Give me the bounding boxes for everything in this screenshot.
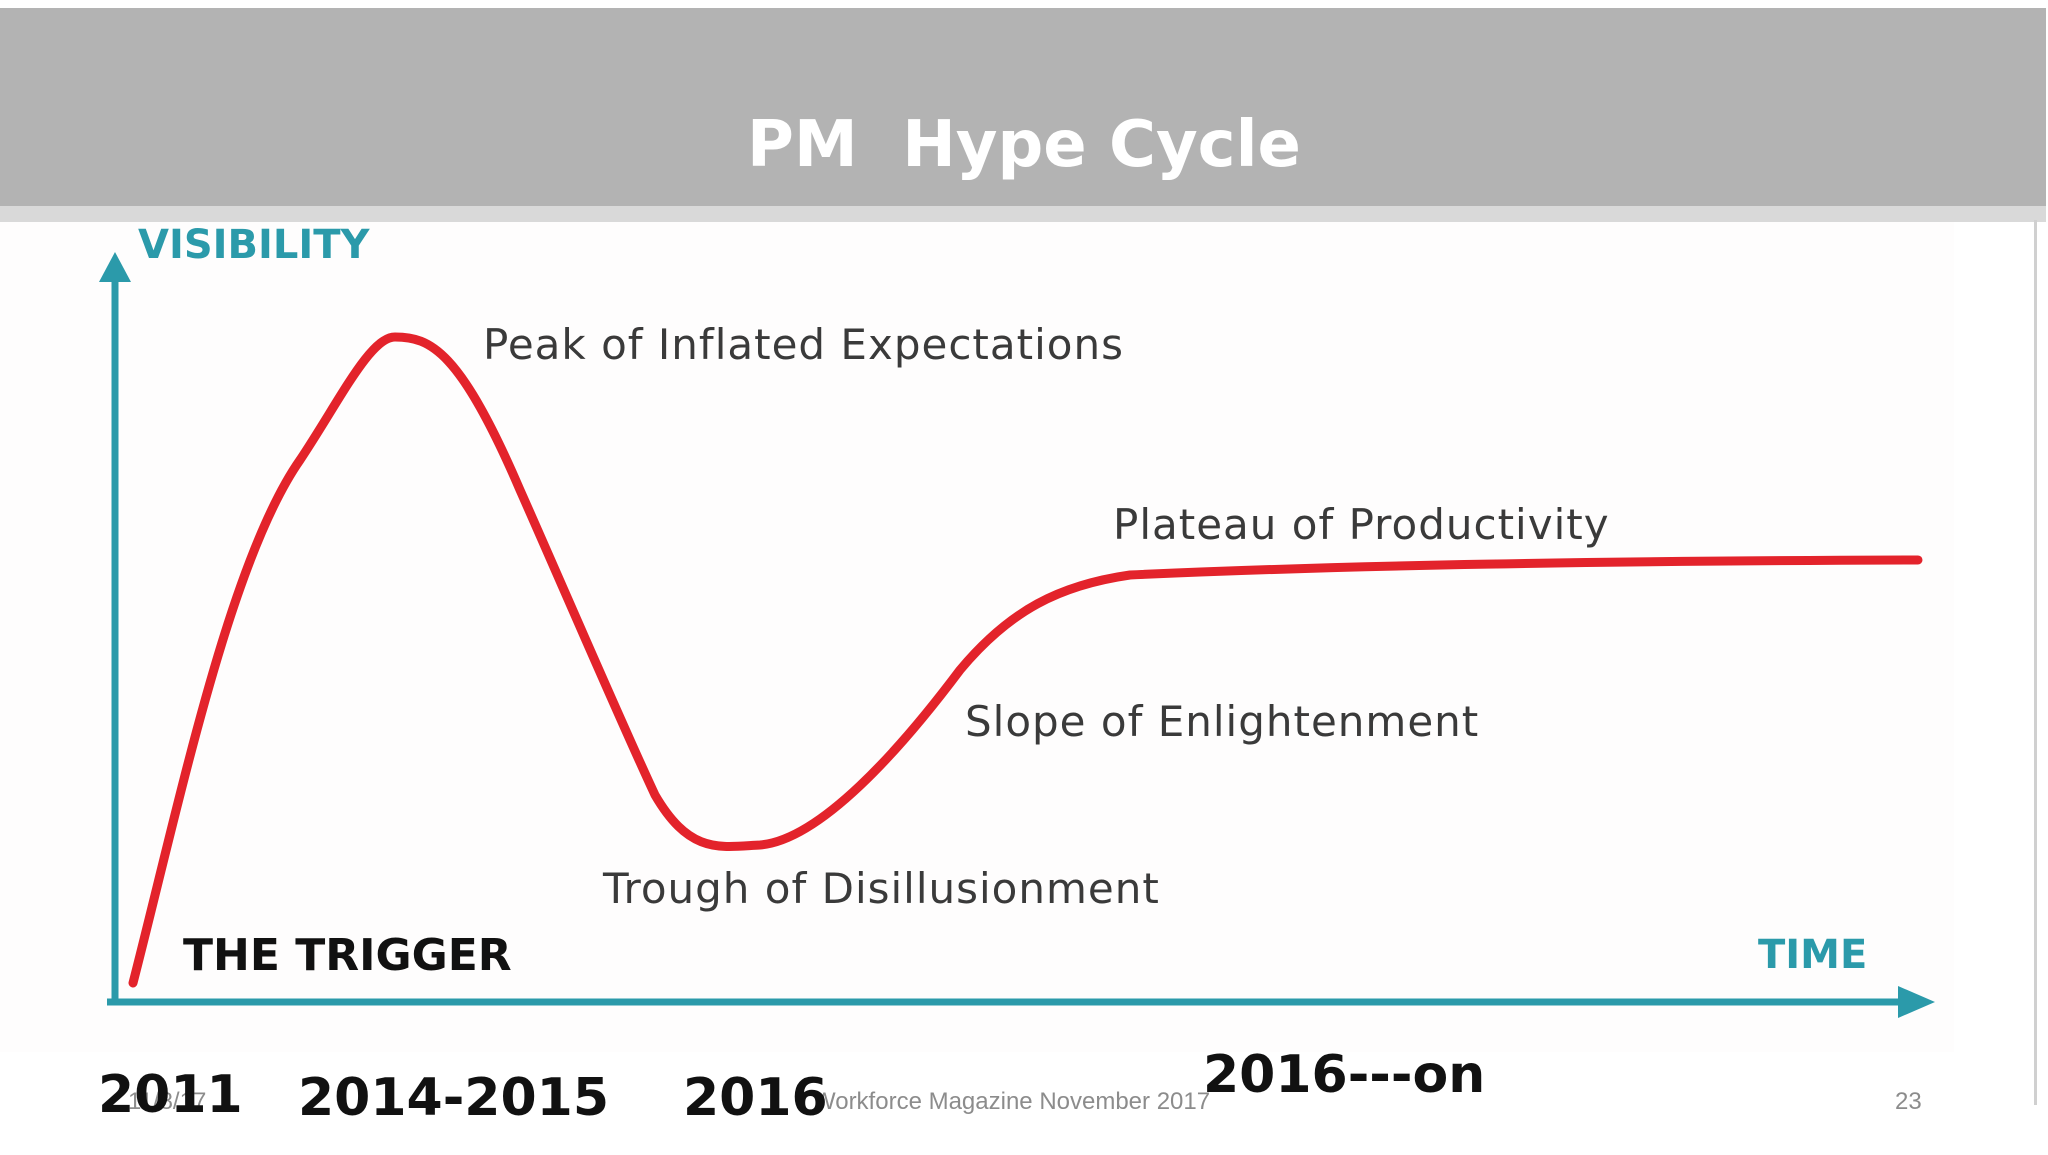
x-axis-arrowhead — [1898, 986, 1935, 1018]
slide-title: PM Hype Cycle — [747, 108, 1301, 182]
year-trough: 2016 — [683, 1068, 828, 1128]
plateau-label: Plateau of Productivity — [1113, 500, 1610, 549]
slope-label: Slope of Enlightenment — [965, 697, 1480, 746]
hype-cycle-diagram-area — [0, 222, 1954, 1052]
title-bar — [0, 8, 2046, 222]
trigger-label: THE TRIGGER — [183, 930, 512, 981]
slide-edge-divider — [2034, 220, 2037, 1105]
year-peak: 2014-2015 — [298, 1068, 610, 1128]
year-trigger: 2011 — [98, 1065, 243, 1125]
x-axis-label: TIME — [1758, 932, 1868, 978]
footer-source: Workforce Magazine November 2017 — [813, 1088, 1211, 1115]
trough-label: Trough of Disillusionment — [603, 864, 1160, 913]
year-plateau: 2016---on — [1203, 1045, 1486, 1105]
hype-curve — [128, 332, 1923, 988]
y-axis-arrowhead — [99, 252, 131, 282]
peak-label: Peak of Inflated Expectations — [483, 320, 1124, 369]
y-axis-label: VISIBILITY — [138, 222, 370, 268]
page-number: 23 — [1895, 1088, 1922, 1115]
footer-date: 11/8/17 — [128, 1088, 207, 1115]
